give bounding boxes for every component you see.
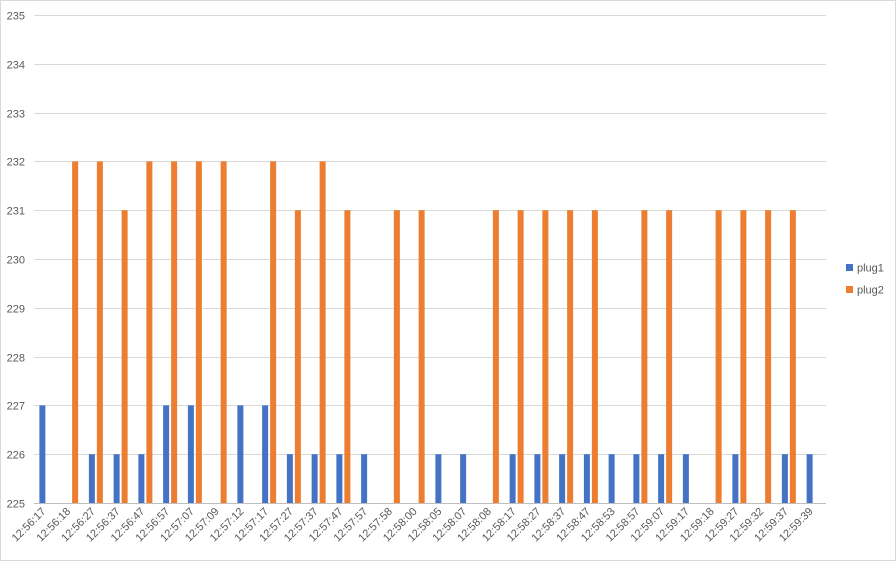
y-tick-label: 232 (7, 157, 25, 169)
bar-plug1 (583, 454, 590, 503)
bar-plug1 (311, 454, 318, 503)
y-tick-label: 226 (7, 450, 25, 462)
bar-plug2 (567, 210, 574, 503)
bar-plug2 (517, 210, 524, 503)
bar-plug1 (633, 454, 640, 503)
bar-plug2 (591, 210, 598, 503)
bar-plug2 (542, 210, 549, 503)
bar-plug1 (658, 454, 665, 503)
bars (39, 161, 813, 503)
bar-plug1 (608, 454, 615, 503)
bar-plug2 (220, 161, 227, 503)
legend-label-plug1: plug1 (857, 263, 884, 275)
bar-plug1 (39, 405, 46, 503)
legend-swatch-plug2 (846, 286, 853, 293)
bar-plug1 (361, 454, 368, 503)
bar-plug1 (88, 454, 95, 503)
bar-plug2 (715, 210, 722, 503)
bar-plug2 (294, 210, 301, 503)
legend-swatch-plug1 (846, 264, 853, 271)
bar-plug1 (163, 405, 170, 503)
y-axis-ticks: 225 226 227 228 229 230 231 232 233 234 235 (7, 11, 25, 511)
bar-plug2 (765, 210, 772, 503)
bar-plug1 (187, 405, 194, 503)
bar-plug1 (237, 405, 244, 503)
bar-plug2 (492, 210, 499, 503)
y-tick-label: 229 (7, 304, 25, 316)
y-tick-label: 228 (7, 353, 25, 365)
bar-plug1 (336, 454, 343, 503)
y-tick-label: 233 (7, 109, 25, 121)
bar-plug1 (559, 454, 566, 503)
bar-plug2 (418, 210, 425, 503)
y-tick-label: 230 (7, 255, 25, 267)
bar-plug1 (781, 454, 788, 503)
legend-label-plug2: plug2 (857, 285, 884, 297)
bar-plug2 (789, 210, 796, 503)
bar-plug2 (740, 210, 747, 503)
bar-plug1 (138, 454, 145, 503)
bar-plug2 (96, 161, 103, 503)
bar-plug2 (666, 210, 673, 503)
bar-plug1 (113, 454, 120, 503)
bar-plug1 (509, 454, 516, 503)
bar-plug2 (270, 161, 277, 503)
bar-plug1 (435, 454, 442, 503)
y-tick-label: 231 (7, 206, 25, 218)
y-tick-label: 234 (7, 60, 25, 72)
bar-plug2 (195, 161, 202, 503)
legend: plug1 plug2 (846, 263, 884, 297)
bar-plug2 (319, 161, 326, 503)
y-tick-label: 235 (7, 11, 25, 23)
bar-plug1 (286, 454, 293, 503)
bar-plug2 (393, 210, 400, 503)
bar-plug2 (344, 210, 351, 503)
bar-plug2 (641, 210, 648, 503)
y-tick-label: 227 (7, 401, 25, 413)
bar-plug2 (121, 210, 128, 503)
bar-plug1 (460, 454, 467, 503)
bar-plug1 (534, 454, 541, 503)
bar-plug1 (806, 454, 813, 503)
bar-plug2 (146, 161, 153, 503)
bar-plug2 (72, 161, 79, 503)
bar-plug1 (682, 454, 689, 503)
bar-plug1 (732, 454, 739, 503)
bar-plug2 (171, 161, 178, 503)
bar-plug1 (262, 405, 269, 503)
y-tick-label: 225 (7, 499, 25, 511)
